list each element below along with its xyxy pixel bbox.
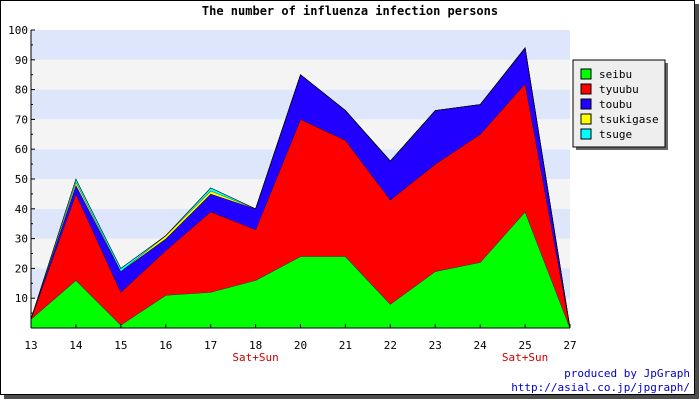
y-tick-label: 60 [15,143,28,156]
x-tick-label: 16 [159,339,172,352]
y-tick-label: 20 [15,262,28,275]
y-tick-label: 30 [15,233,28,246]
x-tick-label: 15 [114,339,127,352]
x-annotation-label: Sat+Sun [502,351,548,364]
x-tick-label: 22 [384,339,397,352]
x-tick-label: 13 [24,339,37,352]
series-area-tyuubu [31,83,570,328]
legend-label-toubu: toubu [599,98,632,111]
x-tick-label: 21 [339,339,352,352]
legend-swatch-toubu [580,98,592,110]
x-tick-label: 20 [294,339,307,352]
series-line-tsuge [30,47,571,329]
x-tick-label: 14 [69,339,83,352]
plot-axes: 10 20 30 40 50 60 70 80 90 100 13 14 15 16 17 18 20 21 22 2… [8,24,577,364]
grid-band [31,30,570,60]
legend-label-tyuubu: tyuubu [599,83,639,96]
y-tick-label: 50 [15,173,28,186]
x-tick-label: 23 [429,339,442,352]
y-tick-label: 90 [15,54,28,67]
y-tick-label: 70 [15,113,28,126]
legend-label-tsukigase: tsukigase [599,113,659,126]
legend-swatch-tsuge [580,128,592,140]
series-area-seibu [31,211,570,328]
legend-swatch-seibu [580,68,592,80]
x-tick-label: 24 [474,339,488,352]
x-tick-label: 18 [249,339,262,352]
legend-label-tsuge: tsuge [599,128,632,141]
legend-label-seibu: seibu [599,68,632,81]
x-tick-label: 25 [518,339,531,352]
y-tick-label: 80 [15,84,28,97]
credit-line-1: produced by JpGraph [564,367,690,380]
chart-title: The number of influenza infection person… [201,4,499,18]
y-tick-label: 10 [15,292,28,305]
legend-swatch-tsukigase [580,113,592,125]
legend: seibu tyuubu toubu tsukigase tsuge [572,59,668,150]
y-tick-label: 40 [15,203,28,216]
y-tick-label: 100 [8,24,28,37]
x-tick-label: 27 [563,339,576,352]
plot-areas [30,47,571,329]
legend-swatch-tyuubu [580,83,592,95]
series-area-toubu [31,47,570,329]
x-tick-label: 17 [204,339,217,352]
credit-line-2: http://asial.co.jp/jpgraph/ [511,381,690,394]
x-annotation-label: Sat+Sun [232,351,278,364]
